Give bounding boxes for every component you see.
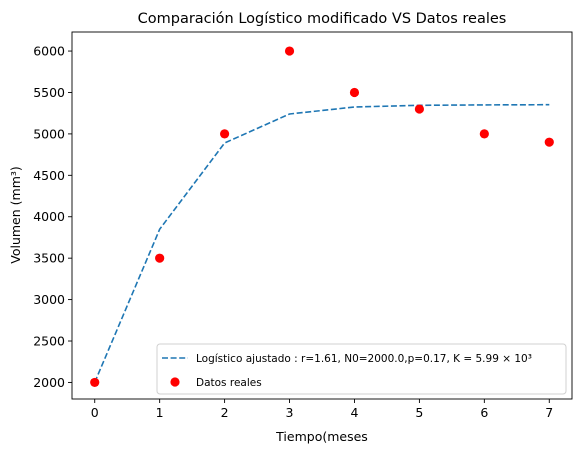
y-axis-label: Volumen (mm³) [8,166,23,264]
data-point [479,129,489,139]
data-point [155,253,165,263]
plot-area [71,31,573,400]
legend-marker-swatch [170,377,180,387]
legend: Logístico ajustado : r=1.61, N0=2000.0,p… [156,343,567,395]
y-tick-label: 6000 [33,44,65,59]
x-axis: 0 1 2 3 4 5 6 7 [91,399,553,420]
data-point [284,46,295,56]
y-tick-label: 4000 [33,209,65,224]
chart-title: Comparación Logístico modificado VS Dato… [138,11,507,27]
legend-box [156,343,567,395]
data-point [544,137,554,147]
data-point [90,377,100,388]
y-tick-label: 2000 [33,375,65,390]
x-axis-label: Tiempo(meses [275,429,368,444]
legend-entry-label: Logístico ajustado : r=1.61, N0=2000.0,p… [196,353,532,365]
x-tick-label: 5 [415,405,423,420]
y-axis: 2000 2500 3000 3500 4000 4500 5000 5500 6000 [33,44,72,390]
y-tick-label: 5000 [33,126,65,141]
y-tick-label: 5500 [33,85,65,100]
series-layer [90,46,554,388]
y-tick-label: 4500 [33,168,65,183]
y-tick-label: 2500 [33,334,65,349]
y-tick-label: 3500 [33,251,65,266]
data-point [349,87,360,98]
x-tick-label: 2 [221,405,229,420]
x-tick-label: 3 [286,405,294,420]
legend-entry-label: Datos reales [196,377,262,389]
y-tick-label: 3000 [33,292,65,307]
plot-frame [71,31,573,400]
x-tick-label: 1 [156,405,164,420]
x-tick-label: 4 [350,405,358,420]
x-tick-label: 0 [91,405,99,420]
x-tick-label: 7 [545,405,553,420]
series-logistic-line [93,103,550,383]
data-point [414,104,425,114]
x-tick-label: 6 [480,405,488,420]
data-point [219,129,230,139]
